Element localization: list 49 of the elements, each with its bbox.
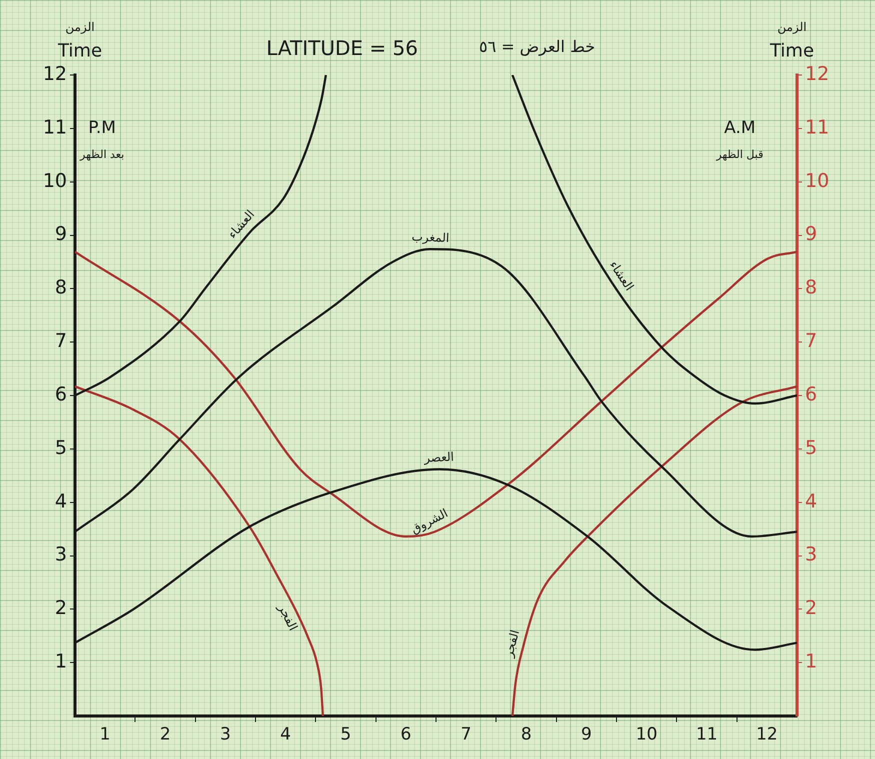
text: العشاء (225, 207, 258, 242)
annotation: P.M (88, 118, 116, 138)
text: الشروق (408, 506, 450, 536)
y2-tick-label: 4 (805, 490, 818, 512)
x-tick-label: 9 (581, 724, 592, 745)
chart-title: LATITUDE = 56 (266, 36, 418, 60)
x-tick-label: 4 (280, 724, 291, 745)
x-tick-label: 3 (220, 724, 231, 745)
text: العشاء (606, 258, 636, 294)
series-label: المغرب (411, 230, 450, 246)
y-tick-label: 2 (54, 597, 67, 620)
y2-tick-label: 9 (805, 223, 818, 246)
y-tick-label: 6 (54, 383, 67, 406)
chart-subtitle: خط العرض = ٥٦ (479, 37, 596, 56)
y2-tick-label: 8 (805, 276, 818, 299)
y2-tick-label: 7 (805, 330, 818, 352)
y-tick-label: 3 (54, 544, 67, 566)
y2-tick-label: 6 (805, 383, 818, 406)
y2-tick-label: 1 (805, 650, 818, 673)
annotation: بعد الظهر (78, 148, 124, 161)
y-tick-label: 7 (54, 330, 67, 352)
x-tick-label: 11 (696, 724, 718, 745)
y-tick-label: 11 (42, 116, 67, 138)
y-tick-label: 12 (42, 62, 67, 85)
x-tick-label: 1 (100, 724, 110, 745)
y-tick-label: 5 (54, 436, 67, 459)
y2-tick-label: 2 (805, 597, 818, 620)
y2-tick-label: 10 (805, 170, 830, 192)
y-tick-label: 1 (54, 650, 67, 673)
annotation: قبل الظهر (715, 148, 764, 161)
y-tick-label: 10 (42, 170, 67, 192)
y2-tick-label: 3 (805, 544, 818, 566)
series-label: العصر (422, 450, 454, 466)
x-tick-label: 10 (636, 724, 658, 745)
x-tick-label: 5 (340, 724, 352, 745)
y-tick-label: 9 (54, 223, 67, 246)
y2-tick-label: 11 (805, 116, 830, 138)
y2-tick-label: 12 (805, 62, 830, 85)
y-tick-label: 4 (54, 490, 67, 512)
y2-tick-label: 5 (805, 436, 818, 459)
annotation: A.M (724, 118, 756, 138)
text: الفجر (501, 628, 522, 659)
x-tick-label: 6 (400, 724, 412, 745)
text: الفجر (275, 601, 300, 633)
x-tick-label: 12 (756, 724, 778, 745)
x-tick-label: 2 (160, 724, 171, 745)
x-tick-label: 7 (460, 724, 472, 745)
x-tick-label: 8 (520, 724, 532, 745)
y-tick-label: 8 (54, 276, 67, 299)
